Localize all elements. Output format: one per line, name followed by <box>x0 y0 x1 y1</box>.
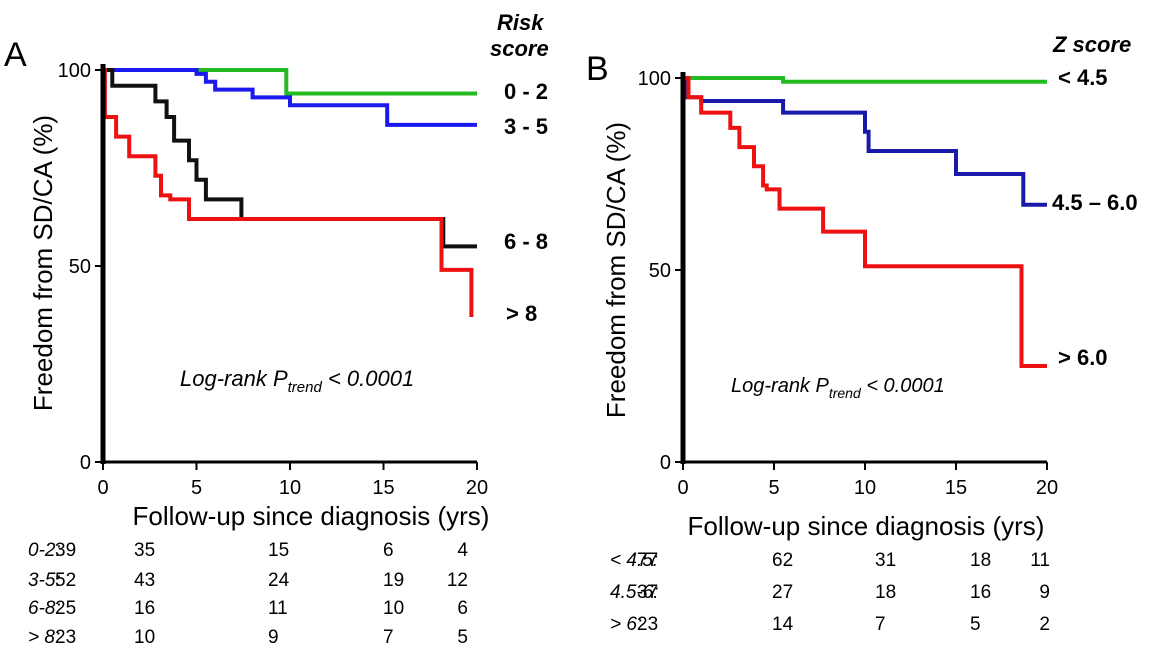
panel-b-y-axis-label: Freedom from SD/CA (%) <box>601 122 631 418</box>
panel-b-risk-cell-1-1: 27 <box>772 582 793 603</box>
panel-a-risk-cell-0-1: 35 <box>134 540 155 561</box>
panel-b-annotation-main: Log-rank P <box>731 375 829 397</box>
panel-a-series-label-0: 0 - 2 <box>504 79 548 104</box>
panel-a-risk-cell-3-2: 9 <box>268 627 279 648</box>
panel-a-risk-cell-1-3: 19 <box>383 570 404 591</box>
panel-a-risk-cell-1-1: 43 <box>134 570 155 591</box>
panel-a-x-tick-label-0: 0 <box>97 477 108 499</box>
panel-a-legend-title-line2: score <box>490 36 549 61</box>
panel-a-series-line-0 <box>103 68 477 96</box>
panel-a-series-line-1 <box>103 68 477 127</box>
panel-b-annotation: Log-rank Ptrend < 0.0001 <box>731 375 945 401</box>
panel-b-risk-row-label-2: > 6: <box>610 614 642 635</box>
panel-a-risk-cell-3-3: 7 <box>383 627 394 648</box>
panel-b-x-tick-label-4: 20 <box>1036 477 1058 499</box>
panel-b-risk-cell-0-4: 11 <box>1030 550 1050 571</box>
panel-a-risk-cell-0-3: 6 <box>383 540 394 561</box>
panel-b-y-tick-label-1: 50 <box>649 260 671 282</box>
panel-a-annotation-main: Log-rank P <box>180 366 288 391</box>
panel-b-series-line-2 <box>683 76 1047 368</box>
panel-a-annotation-sub: trend <box>288 379 323 396</box>
panel-a-x-tick-label-1: 5 <box>191 477 202 499</box>
panel-b-risk-row-label-0: < 4.5: <box>610 550 658 571</box>
panel-a: A Risk score Freedom from SD/CA (%) Foll… <box>4 10 549 648</box>
panel-b-annotation-sub: trend <box>829 385 862 401</box>
panel-a-x-axis-label: Follow-up since diagnosis (yrs) <box>133 501 490 531</box>
panel-b-legend-title: Z score <box>1052 32 1131 57</box>
panel-a-risk-cell-2-1: 16 <box>134 598 155 619</box>
panel-b-risk-cell-1-2: 18 <box>875 582 896 603</box>
panel-a-y-tick-label-1: 50 <box>69 256 91 278</box>
panel-a-risk-row-label-0: 0-2: <box>28 540 61 561</box>
panel-a-risk-cell-2-2: 11 <box>268 598 288 619</box>
panel-a-risk-cell-1-2: 24 <box>268 570 290 591</box>
panel-a-series-line-3 <box>102 68 474 317</box>
panel-b-risk-cell-2-0: 23 <box>637 614 658 635</box>
panel-a-legend-title-line1: Risk <box>497 10 545 35</box>
panel-a-series-label-3: > 8 <box>506 301 537 326</box>
panel-a-series-label-2: 6 - 8 <box>504 229 548 254</box>
panel-b-label: B <box>586 50 609 88</box>
panel-a-annotation: Log-rank Ptrend < 0.0001 <box>180 366 414 396</box>
panel-a-y-tick-label-2: 100 <box>58 60 91 82</box>
panel-a-y-tick-label-0: 0 <box>80 452 91 474</box>
panel-b-x-axis-label: Follow-up since diagnosis (yrs) <box>688 511 1045 541</box>
panel-a-series-label-1: 3 - 5 <box>504 114 548 139</box>
panel-a-risk-row-label-2: 6-8: <box>28 598 61 619</box>
panel-a-risk-cell-2-0: 25 <box>55 598 76 619</box>
panel-b-series-label-0: < 4.5 <box>1058 65 1108 90</box>
panel-a-risk-cell-0-2: 15 <box>268 540 289 561</box>
panel-a-risk-cell-2-4: 6 <box>457 598 468 619</box>
panel-a-risk-cell-0-4: 4 <box>457 540 468 561</box>
panel-b-risk-cell-0-2: 31 <box>875 550 896 571</box>
panel-b-risk-cell-1-3: 16 <box>970 582 991 603</box>
panel-b-risk-cell-2-2: 7 <box>875 614 886 635</box>
panel-b-risk-cell-2-3: 5 <box>970 614 981 635</box>
panel-b: B Z score Freedom from SD/CA (%) Follow-… <box>586 32 1138 635</box>
panel-a-plot-area: 0 - 2 3 - 5 6 - 8 > 8 0 5 10 15 20 0 50 100 0-2:39 35… <box>28 60 548 648</box>
panel-a-series-line-2 <box>103 68 477 249</box>
panel-b-series-label-2: > 6.0 <box>1058 345 1108 370</box>
panel-a-risk-row-label-1: 3-5: <box>28 570 61 591</box>
panel-a-risk-cell-1-0: 52 <box>55 570 76 591</box>
panel-a-risk-row-label-3: > 8: <box>28 627 60 648</box>
panel-b-risk-cell-0-3: 18 <box>970 550 991 571</box>
panel-b-risk-cell-2-4: 2 <box>1039 614 1050 635</box>
panel-b-risk-cell-1-0: 37 <box>637 582 658 603</box>
panel-a-annotation-tail: < 0.0001 <box>322 366 414 391</box>
panel-b-annotation-tail: < 0.0001 <box>861 375 945 397</box>
panel-a-risk-cell-3-1: 10 <box>134 627 155 648</box>
panel-b-x-tick-label-2: 10 <box>854 477 876 499</box>
panel-b-risk-cell-2-1: 14 <box>772 614 794 635</box>
panel-a-risk-cell-3-0: 23 <box>55 627 76 648</box>
panel-a-risk-cell-0-0: 39 <box>55 540 76 561</box>
panel-b-series-line-0 <box>683 76 1047 84</box>
panel-b-risk-cell-1-4: 9 <box>1039 582 1050 603</box>
panel-a-risk-cell-1-4: 12 <box>447 570 468 591</box>
panel-a-x-tick-label-3: 15 <box>372 477 394 499</box>
panel-a-x-tick-label-4: 20 <box>466 477 488 499</box>
panel-b-x-tick-label-1: 5 <box>768 477 779 499</box>
panel-b-risk-cell-0-0: 77 <box>637 550 658 571</box>
panel-b-y-tick-label-2: 100 <box>638 68 671 90</box>
panel-b-y-tick-label-0: 0 <box>660 452 671 474</box>
panel-a-y-axis-label: Freedom from SD/CA (%) <box>28 115 58 411</box>
panel-b-risk-cell-0-1: 62 <box>772 550 793 571</box>
panel-a-label: A <box>4 36 27 74</box>
panel-b-x-tick-label-3: 15 <box>945 477 967 499</box>
panel-b-x-tick-label-0: 0 <box>677 477 688 499</box>
panel-b-series-label-1: 4.5 – 6.0 <box>1052 190 1138 215</box>
panel-a-risk-cell-2-3: 10 <box>383 598 404 619</box>
panel-b-risk-row-label-1: 4.5-6: <box>610 582 659 603</box>
panel-a-risk-cell-3-4: 5 <box>457 627 468 648</box>
panel-a-x-tick-label-2: 10 <box>279 477 301 499</box>
